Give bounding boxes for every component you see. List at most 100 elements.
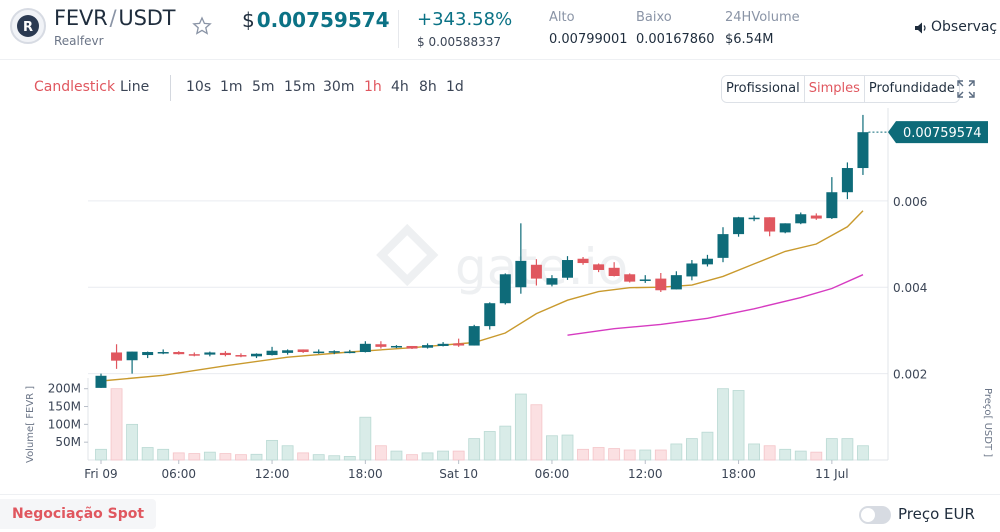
volume-bar <box>126 423 138 461</box>
time-tick-label: Fri 09 <box>84 467 117 481</box>
candle-body <box>126 351 138 361</box>
candle <box>406 345 418 350</box>
candle-body <box>701 258 713 265</box>
interval-1m[interactable]: 1m <box>220 79 243 95</box>
candles <box>95 114 869 388</box>
volume-bars <box>95 388 869 461</box>
ma-long-line <box>567 274 864 336</box>
candle-body <box>748 217 760 220</box>
candle-body <box>608 267 620 277</box>
interval-30m[interactable]: 30m <box>323 79 355 95</box>
volume-bar <box>219 453 232 461</box>
candle <box>795 212 807 225</box>
volume-bar <box>95 448 107 461</box>
time-tick-label: 12:00 <box>628 467 663 481</box>
candle <box>219 351 231 357</box>
candle <box>841 162 853 200</box>
candle-body <box>639 279 651 281</box>
candle-body <box>266 350 278 356</box>
candle <box>468 324 480 346</box>
candle <box>173 351 185 355</box>
candle <box>624 273 636 283</box>
spot-trading-tab[interactable]: Negociação Spot <box>0 499 157 529</box>
volume-bar <box>561 434 574 461</box>
candle-body <box>686 263 698 277</box>
candle <box>686 260 698 281</box>
change-24h: +343.58% <box>417 9 513 30</box>
speaker-icon[interactable] <box>914 21 928 35</box>
candle <box>670 271 682 290</box>
candle <box>437 342 449 347</box>
chart-type-candlestick[interactable]: Candlestick <box>34 79 116 95</box>
candle <box>810 213 822 220</box>
candle-body <box>499 274 511 304</box>
candle-body <box>655 278 667 291</box>
volume-bar <box>452 450 465 461</box>
candle-body <box>764 217 776 232</box>
candle <box>359 341 371 353</box>
candle <box>328 350 340 355</box>
candle <box>422 343 434 349</box>
volume-bar <box>437 450 450 461</box>
volume-bar <box>779 448 792 461</box>
volume-bar <box>203 451 216 461</box>
pair-slash: / <box>109 6 117 30</box>
candle <box>282 349 294 355</box>
volume-bar <box>654 449 667 461</box>
interval-1d[interactable]: 1d <box>446 79 464 95</box>
price-tick-label: 0.004 <box>893 281 927 295</box>
chart-type-line[interactable]: Line <box>120 79 150 95</box>
interval-10s[interactable]: 10s <box>186 79 212 95</box>
time-tick-label: 12:00 <box>255 467 290 481</box>
candle <box>251 353 262 359</box>
interval-4h[interactable]: 4h <box>391 79 409 95</box>
candle <box>375 341 387 349</box>
volume-bar <box>592 447 605 461</box>
price-value: 0.00759574 <box>256 8 390 32</box>
volume-bar <box>794 450 807 461</box>
volume-bar <box>312 454 325 461</box>
candle-body <box>297 349 309 353</box>
time-tick-label: Sat 10 <box>439 467 478 481</box>
volume-bar <box>328 455 341 461</box>
mode-profundidade[interactable]: Profundidade <box>864 76 959 102</box>
fullscreen-icon[interactable] <box>955 78 977 100</box>
mode-profissional[interactable]: Profissional <box>722 76 805 102</box>
candle-body <box>157 352 169 354</box>
candle-body <box>453 343 465 346</box>
volume-bar <box>810 451 823 461</box>
interval-5m[interactable]: 5m <box>252 79 275 95</box>
candle <box>157 349 169 355</box>
watchlist-button[interactable]: Observaç <box>931 19 998 35</box>
volume-bar <box>623 449 636 461</box>
volume-bar <box>717 388 729 461</box>
chart-canvas[interactable]: gate.io 0.0020.0040.00650M100M150M200MVo… <box>0 108 1000 492</box>
interval-1h[interactable]: 1h <box>364 79 382 95</box>
interval-8h[interactable]: 8h <box>419 79 437 95</box>
candle-body <box>484 303 496 327</box>
candle <box>297 349 309 353</box>
candle-body <box>313 351 325 354</box>
candle <box>826 177 838 219</box>
price-chart[interactable]: gate.io 0.0020.0040.00650M100M150M200MVo… <box>0 108 1000 492</box>
mode-simples[interactable]: Simples <box>804 76 865 102</box>
candle <box>593 263 605 273</box>
volume-bar <box>281 445 294 461</box>
high-value: 0.00799001 <box>549 32 628 47</box>
candle-body <box>857 132 869 169</box>
candle-body <box>577 258 589 264</box>
candle <box>577 257 589 265</box>
current-price-tag: 0.00759574 <box>868 121 988 144</box>
volume-tick-label: 200M <box>48 382 81 396</box>
price-tag-label: 0.00759574 <box>903 126 982 141</box>
grid <box>87 108 889 461</box>
candle <box>344 349 356 354</box>
candle-body <box>468 326 480 346</box>
time-tick-label: 18:00 <box>348 467 383 481</box>
candle-body <box>390 345 402 348</box>
interval-15m[interactable]: 15m <box>284 79 316 95</box>
candle-body <box>95 375 107 388</box>
eur-price-toggle[interactable] <box>859 506 891 524</box>
favorite-star-icon[interactable] <box>192 16 212 36</box>
chart-toolbar: Candlestick Line 10s 1m 5m 15m 30m 1h 4h… <box>0 72 1000 104</box>
